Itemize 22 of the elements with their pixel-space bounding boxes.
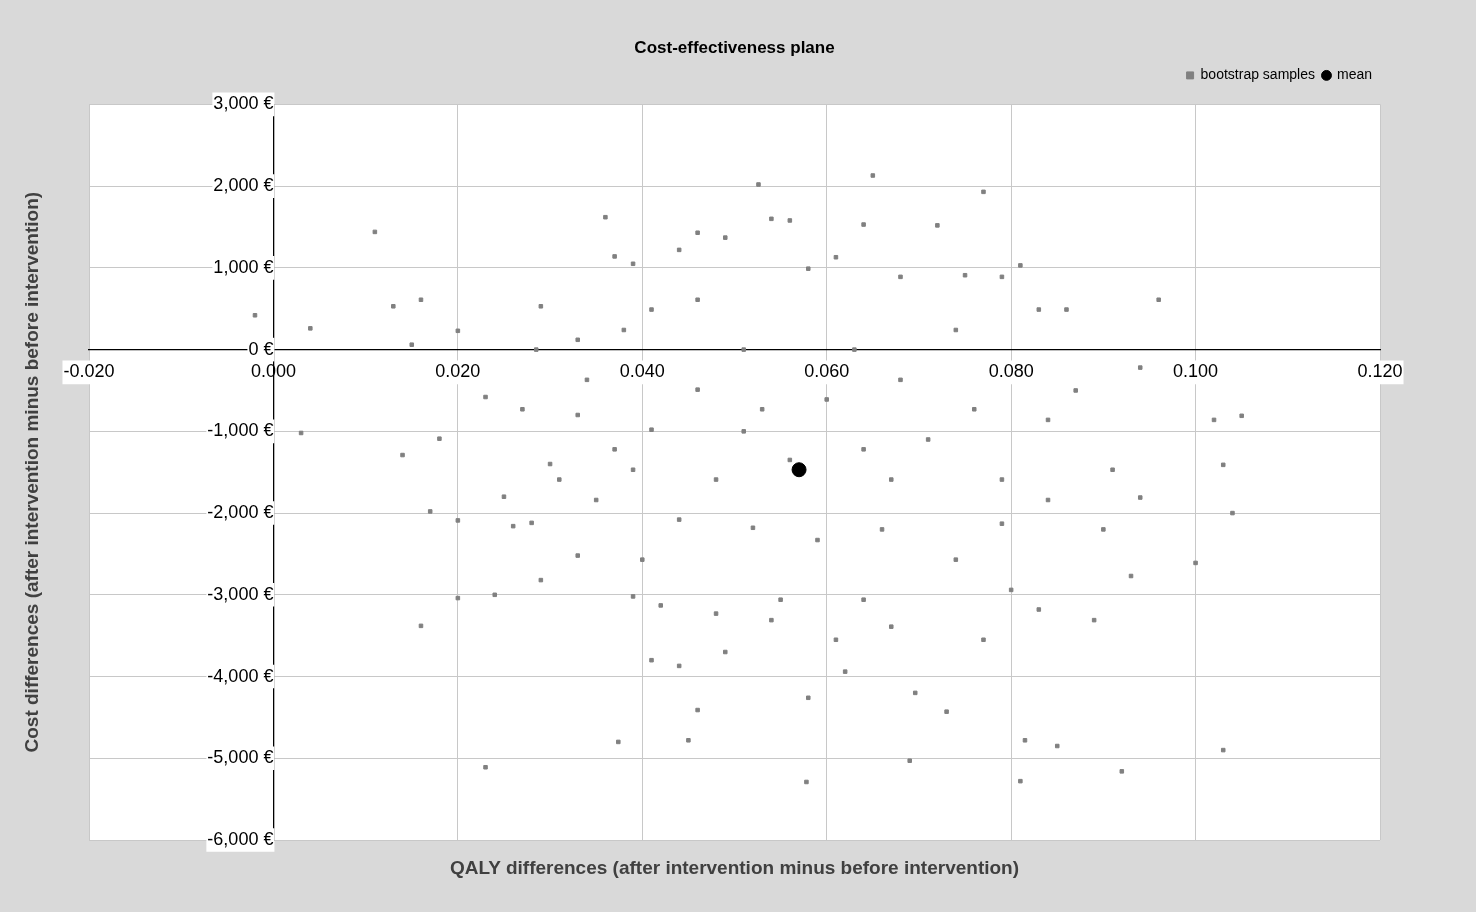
x-axis-title: QALY differences (after intervention minus before intervention) [449,857,1020,879]
y-tick-label: -4,000 € [207,665,274,686]
y-tick-label: -1,000 € [207,420,274,441]
legend-label: mean [1336,66,1373,83]
x-tick-label: 0.020 [435,361,481,382]
y-axis-title: Cost differences (after intervention minus before intervention) [21,191,43,753]
y-tick-label: 1,000 € [213,256,274,277]
y-tick-label: -5,000 € [207,747,274,768]
x-tick-label: 0.040 [619,361,665,382]
chart-title: Cost-effectiveness plane [634,37,835,57]
y-tick-label: -3,000 € [207,583,274,604]
y-tick-label: 3,000 € [213,93,274,114]
x-tick-label: 0.060 [804,361,850,382]
y-tick-label: 2,000 € [213,175,274,196]
x-tick-label: 0.120 [1357,361,1403,382]
legend-label: bootstrap samples [1200,66,1315,83]
x-tick-label: 0.100 [1173,361,1219,382]
y-tick-label: -2,000 € [207,502,274,523]
x-tick-label: 0.080 [988,361,1034,382]
y-tick-label: -6,000 € [207,828,274,849]
y-tick-label: 0 € [248,338,274,359]
x-tick-label: -0.020 [63,361,115,382]
